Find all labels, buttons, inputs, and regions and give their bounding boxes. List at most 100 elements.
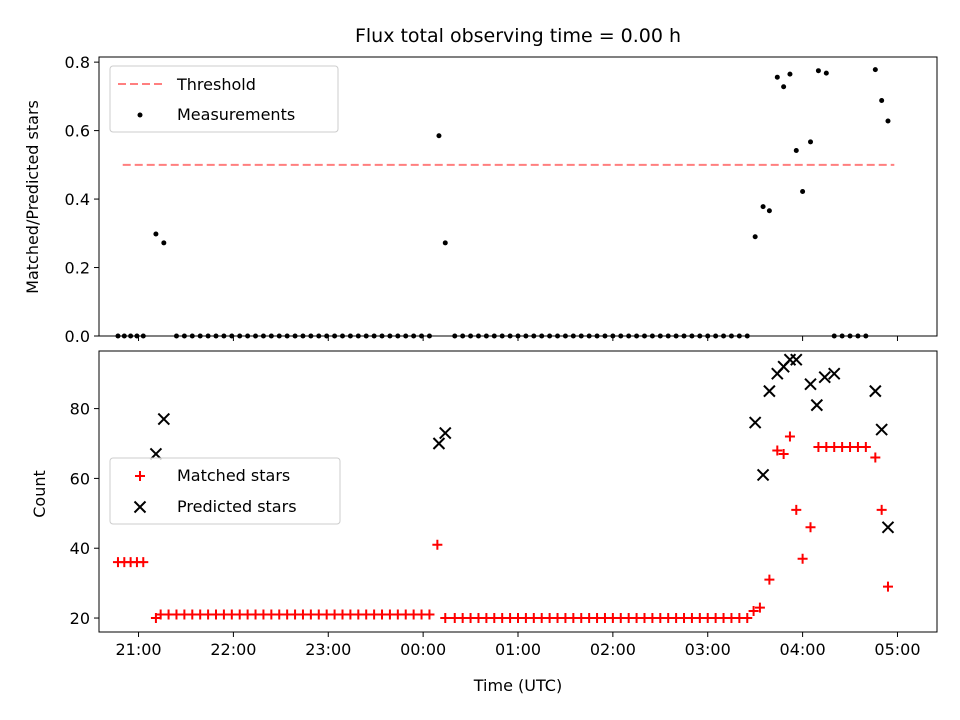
top-legend-box bbox=[109, 65, 339, 133]
measurement-point bbox=[787, 71, 793, 77]
measurement-point bbox=[610, 333, 616, 339]
measurement-point bbox=[808, 139, 814, 145]
measurement-point bbox=[197, 333, 203, 339]
y-tick-label: 0.4 bbox=[65, 190, 90, 209]
measurement-point bbox=[634, 333, 640, 339]
measurement-point bbox=[831, 333, 837, 339]
y-tick-label: 0.2 bbox=[65, 259, 90, 278]
predicted-star-point bbox=[869, 384, 882, 398]
y-tick-label: 0.8 bbox=[65, 53, 90, 72]
measurement-point bbox=[339, 333, 345, 339]
measurement-point bbox=[885, 118, 891, 124]
measurement-point bbox=[379, 333, 385, 339]
measurement-point bbox=[507, 333, 513, 339]
measurement-point bbox=[665, 333, 671, 339]
measurements-legend-label: Measurements bbox=[177, 105, 295, 124]
measurement-point bbox=[229, 333, 235, 339]
matched-star-point bbox=[440, 613, 451, 624]
measurement-point bbox=[128, 333, 134, 339]
matched-star-point bbox=[797, 553, 808, 564]
y-tick-label: 0.0 bbox=[65, 327, 90, 346]
measurement-point bbox=[213, 333, 219, 339]
x-tick-label: 21:00 bbox=[115, 640, 161, 659]
measurement-point bbox=[324, 333, 330, 339]
measurement-point bbox=[586, 333, 592, 339]
measurement-point bbox=[134, 333, 140, 339]
measurement-point bbox=[173, 333, 179, 339]
measurement-point bbox=[523, 333, 529, 339]
matched-star-point bbox=[764, 574, 775, 585]
predicted-star-point bbox=[748, 416, 762, 429]
measurement-point bbox=[839, 333, 845, 339]
measurement-point bbox=[499, 333, 505, 339]
predicted-stars-legend-label: Predicted stars bbox=[177, 497, 297, 516]
measurement-point bbox=[697, 333, 703, 339]
measurement-point bbox=[760, 204, 766, 210]
measurement-point bbox=[705, 333, 711, 339]
measurement-point bbox=[681, 333, 687, 339]
x-tick-label: 01:00 bbox=[495, 640, 541, 659]
measurement-point bbox=[578, 333, 584, 339]
matched-stars-legend-label: Matched stars bbox=[177, 466, 290, 485]
measurement-point bbox=[626, 333, 632, 339]
measurement-point bbox=[426, 333, 432, 339]
measurement-point bbox=[657, 333, 663, 339]
measurement-point bbox=[260, 333, 266, 339]
matched-star-point bbox=[742, 613, 753, 624]
bottom-panel: 20 40 60 80 21:00 22:00 23:00 00:00 01:00 02:00 0… bbox=[30, 350, 938, 695]
matched-star-point bbox=[876, 504, 887, 515]
measurement-point bbox=[411, 333, 417, 339]
measurement-point bbox=[442, 240, 448, 246]
measurement-point bbox=[879, 97, 885, 103]
measurement-point bbox=[347, 333, 353, 339]
measurement-point bbox=[515, 333, 521, 339]
matched-stars-legend-swatch bbox=[135, 471, 145, 481]
predicted-star-point bbox=[810, 398, 824, 412]
matched-star-point bbox=[754, 602, 765, 613]
x-tick-label: 05:00 bbox=[874, 640, 920, 659]
bottom-y-ticks: 20 40 60 80 bbox=[70, 400, 99, 628]
chart-title: Flux total observing time = 0.00 h bbox=[355, 25, 681, 47]
measurement-point bbox=[736, 333, 742, 339]
measurement-point bbox=[475, 333, 481, 339]
measurement-point bbox=[189, 333, 195, 339]
measurement-point bbox=[863, 333, 869, 339]
x-tick-label: 22:00 bbox=[210, 640, 256, 659]
measurement-point bbox=[483, 333, 489, 339]
predicted-star-point bbox=[763, 384, 776, 398]
matched-star-point bbox=[791, 504, 802, 515]
measurement-point bbox=[221, 333, 227, 339]
measurement-point bbox=[245, 333, 251, 339]
measurement-point bbox=[815, 68, 821, 74]
x-tick-label: 23:00 bbox=[305, 640, 351, 659]
top-y-axis-label: Matched/Predicted stars bbox=[23, 100, 42, 294]
matched-stars-legend-marker bbox=[135, 471, 145, 481]
measurement-point bbox=[618, 333, 624, 339]
matched-star-points bbox=[112, 431, 893, 624]
measurement-point bbox=[547, 333, 553, 339]
measurement-point bbox=[121, 333, 127, 339]
measurement-point bbox=[332, 333, 338, 339]
bottom-y-axis-label: Count bbox=[30, 470, 49, 518]
measurement-point bbox=[531, 333, 537, 339]
measurement-point bbox=[855, 333, 861, 339]
y-tick-label: 60 bbox=[70, 469, 90, 488]
bottom-legend: Matched stars Predicted stars bbox=[109, 457, 341, 525]
measurement-point bbox=[872, 67, 878, 73]
matched-star-point bbox=[432, 539, 443, 550]
measurement-point bbox=[793, 147, 799, 153]
y-tick-label: 40 bbox=[70, 539, 90, 558]
measurements-legend-swatch bbox=[137, 112, 143, 118]
y-tick-label: 20 bbox=[70, 609, 90, 628]
measurement-point bbox=[641, 333, 647, 339]
x-tick-label: 02:00 bbox=[590, 640, 636, 659]
matched-star-point bbox=[772, 445, 783, 456]
x-tick-label: 00:00 bbox=[400, 640, 446, 659]
measurement-point bbox=[371, 333, 377, 339]
measurement-point bbox=[460, 333, 466, 339]
matched-star-point bbox=[882, 581, 893, 592]
measurement-point bbox=[539, 333, 545, 339]
matched-star-point bbox=[748, 606, 759, 617]
measurement-point bbox=[363, 333, 369, 339]
